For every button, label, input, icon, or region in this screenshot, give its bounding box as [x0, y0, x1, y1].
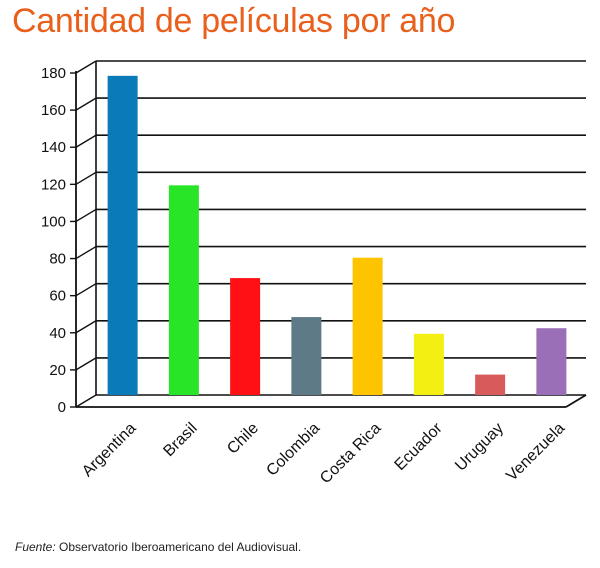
bar-chart: 0 20 40 60 80 100 120 140 160 180 Argentina Brasil… — [41, 60, 587, 487]
y-tick-label: 100 — [41, 213, 66, 230]
grid-depth-line — [75, 97, 97, 111]
source-note: Fuente: Observatorio Iberoamericano del … — [15, 540, 301, 554]
y-tick-label: 0 — [58, 399, 66, 416]
category-label: Venezuela — [503, 420, 568, 485]
category-label: Chile — [224, 420, 262, 458]
category-label: Costa Rica — [317, 420, 384, 487]
grid-lines — [75, 60, 586, 408]
bar-ecuador — [413, 333, 444, 395]
bar-colombia — [291, 317, 322, 395]
grid-depth-line — [75, 320, 97, 334]
grid-depth-line — [75, 245, 97, 260]
source-label: Fuente: — [15, 540, 56, 554]
category-label: Ecuador — [392, 419, 447, 474]
bars — [107, 75, 567, 395]
grid-depth-line — [75, 394, 97, 408]
grid-depth-line — [75, 283, 97, 297]
bar-argentina — [107, 75, 138, 395]
y-tick-label: 80 — [49, 251, 66, 268]
axes — [70, 61, 587, 408]
y-tick-label: 40 — [49, 325, 66, 342]
y-tick-label: 140 — [41, 139, 66, 156]
bar-chile — [230, 278, 261, 395]
floor-right-edge — [565, 394, 587, 408]
bar-uruguay — [475, 374, 506, 395]
chart-title: Cantidad de películas por año — [12, 2, 456, 40]
grid-depth-line — [75, 134, 97, 148]
grid-depth-line — [75, 208, 97, 223]
y-tick-label: 160 — [41, 102, 66, 119]
y-tick-label: 20 — [49, 362, 66, 379]
category-label: Brasil — [160, 420, 200, 460]
grid-depth-line — [75, 60, 97, 74]
y-tick-labels: 0 20 40 60 80 100 120 140 160 180 — [41, 65, 66, 416]
category-label: Uruguay — [452, 420, 507, 475]
category-label: Argentina — [79, 420, 140, 481]
y-tick-label: 180 — [41, 65, 66, 82]
source-text: Observatorio Iberoamericano del Audiovis… — [59, 540, 302, 554]
bar-brasil — [168, 185, 199, 395]
bar-venezuela — [536, 328, 567, 395]
y-tick-label: 120 — [41, 176, 66, 193]
category-label: Colombia — [263, 420, 323, 480]
y-tick-label: 60 — [49, 288, 66, 305]
grid-depth-line — [75, 171, 97, 185]
bar-costa-rica — [352, 257, 383, 395]
grid-depth-line — [75, 357, 97, 371]
